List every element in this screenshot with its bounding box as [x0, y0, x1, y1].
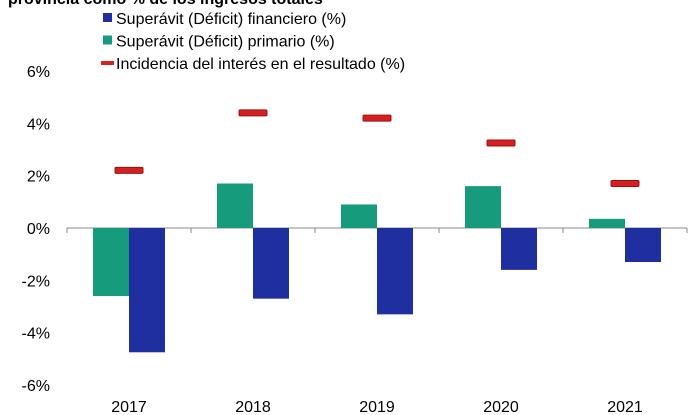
legend-label: Incidencia del interés en el resultado (…	[116, 56, 405, 73]
bar	[625, 228, 661, 263]
bar	[129, 228, 165, 353]
marker	[114, 166, 144, 174]
x-tick-label: 2018	[235, 399, 271, 415]
marker	[610, 180, 640, 188]
chart-title: provincia como % de los ingresos totales	[8, 0, 323, 8]
bar	[465, 186, 501, 228]
x-tick-label: 2020	[483, 399, 519, 415]
y-tick-label: 4%	[27, 116, 50, 133]
legend-swatch	[103, 35, 112, 45]
y-tick-label: 0%	[27, 221, 50, 238]
y-tick-label: 6%	[27, 64, 50, 81]
bar	[341, 204, 377, 228]
bar	[93, 228, 129, 297]
bar	[377, 228, 413, 315]
bar	[253, 228, 289, 299]
bar	[589, 218, 625, 228]
y-tick-label: 2%	[27, 169, 50, 186]
x-tick-label: 2017	[111, 399, 147, 415]
bar	[217, 183, 253, 228]
legend-label: Superávit (Déficit) primario (%)	[116, 34, 335, 51]
legend-swatch	[101, 61, 114, 65]
marker	[238, 109, 268, 117]
legend-swatch	[103, 13, 112, 22]
x-tick-label: 2021	[607, 399, 643, 415]
legend-label: Superávit (Déficit) financiero (%)	[116, 11, 346, 28]
x-tick-label: 2019	[359, 399, 395, 415]
y-tick-label: -2%	[22, 273, 50, 290]
bar	[501, 228, 537, 270]
marker	[362, 114, 392, 122]
marker	[486, 139, 516, 147]
y-tick-label: -6%	[22, 378, 50, 395]
y-tick-label: -4%	[22, 326, 50, 343]
